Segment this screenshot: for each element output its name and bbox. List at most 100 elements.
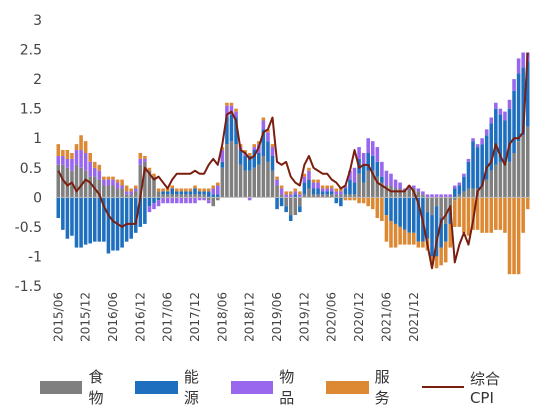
bar-segment <box>352 182 357 195</box>
bar-segment <box>448 194 453 198</box>
bar-segment <box>512 153 516 198</box>
bar-segment <box>380 161 384 177</box>
bar-segment <box>325 191 329 195</box>
bar-segment <box>143 158 147 162</box>
bar-segment <box>92 167 97 177</box>
bar-segment <box>234 111 238 118</box>
bar-segment <box>252 144 257 148</box>
x-tick-label: 2021/12 <box>407 292 421 342</box>
bar-segment <box>316 179 320 183</box>
bar-segment <box>384 170 389 186</box>
bar-segment <box>412 197 416 233</box>
bar-segment <box>348 170 352 180</box>
bar-segment <box>61 150 65 156</box>
bar-segment <box>266 161 270 198</box>
bar-segment <box>102 176 106 180</box>
legend-color-swatch <box>135 380 178 394</box>
bar-segment <box>494 108 498 165</box>
bar-segment <box>229 114 234 142</box>
bar-segment <box>102 185 106 198</box>
bar-segment <box>525 126 530 198</box>
bar-segment <box>65 167 70 198</box>
bar-segment <box>311 188 316 195</box>
bar-segment <box>484 197 489 233</box>
bar-segment <box>138 164 143 198</box>
bar-segment <box>480 197 484 233</box>
bar-segment <box>320 188 325 192</box>
y-tick-label: 0.5 <box>20 161 42 177</box>
bar-segment <box>202 194 206 198</box>
bar-segment <box>275 179 279 186</box>
bar-segment <box>92 161 97 168</box>
bar-segment <box>211 188 216 195</box>
bar-segment <box>170 185 174 189</box>
y-tick-label: 2 <box>33 72 42 88</box>
bar-segment <box>453 185 457 189</box>
bar-segment <box>443 194 448 198</box>
bar-segment <box>279 188 284 195</box>
bar-segment <box>480 138 484 145</box>
legend-color-swatch <box>230 380 274 394</box>
bar-segment <box>65 197 70 239</box>
bar-segment <box>161 194 165 198</box>
bar-segment <box>79 135 83 151</box>
bar-segment <box>229 141 234 198</box>
bar-segment <box>343 194 348 198</box>
bar-segment <box>179 197 184 204</box>
y-tick-label: 0 <box>33 190 42 206</box>
bar-segment <box>421 194 425 198</box>
bar-segment <box>384 197 389 216</box>
bar-segment <box>430 197 434 216</box>
bar-segment <box>521 197 525 233</box>
bar-segment <box>147 167 152 171</box>
bar-segment <box>243 155 247 171</box>
x-tick-label: 2015/06 <box>51 292 65 342</box>
bar-segment <box>507 99 512 109</box>
bar-segment <box>266 129 270 133</box>
bar-segment <box>266 132 270 142</box>
bar-segment <box>334 194 339 198</box>
bar-segment <box>124 191 129 195</box>
bar-segment <box>70 158 74 171</box>
bar-segment <box>471 197 475 230</box>
bar-segment <box>70 153 74 159</box>
bar-segment <box>225 144 229 198</box>
bar-segment <box>156 200 161 207</box>
bar-segment <box>484 135 489 180</box>
bar-segment <box>284 191 288 195</box>
legend-color-swatch <box>326 380 369 394</box>
y-axis: 3 2.5 2 1.5 1 0.5 0 -0.5 -1 -1.5 <box>15 13 42 295</box>
bar-segment <box>462 176 466 192</box>
legend-color-swatch <box>40 380 83 394</box>
bar-segment <box>425 194 430 198</box>
bar-segment <box>370 141 375 156</box>
bar-segment <box>188 188 193 192</box>
bar-segment <box>320 191 325 195</box>
bar-segment <box>184 188 188 192</box>
bar-segment <box>225 102 229 106</box>
bar-segment <box>257 153 261 165</box>
bar-segment <box>279 185 284 189</box>
bar-segment <box>88 153 92 162</box>
bar-segment <box>275 185 279 198</box>
bar-segment <box>503 164 507 198</box>
bar-segment <box>184 197 188 204</box>
bar-segment <box>352 194 357 198</box>
bar-segment <box>307 179 311 189</box>
bar-segment <box>298 197 302 207</box>
bar-segment <box>124 197 129 242</box>
bar-segment <box>361 197 366 204</box>
bar-segment <box>375 161 380 177</box>
bar-segment <box>421 241 425 248</box>
y-tick-label: -1.5 <box>15 279 42 295</box>
bar-segment <box>316 188 320 195</box>
bar-segment <box>120 188 124 198</box>
bar-segment <box>115 182 120 189</box>
bar-segment <box>211 197 216 207</box>
bar-segment <box>133 188 138 192</box>
bar-segment <box>393 188 398 198</box>
bar-segment <box>211 185 216 189</box>
bar-segment <box>175 194 179 198</box>
bar-segment <box>124 194 129 198</box>
bar-segment <box>211 194 216 198</box>
